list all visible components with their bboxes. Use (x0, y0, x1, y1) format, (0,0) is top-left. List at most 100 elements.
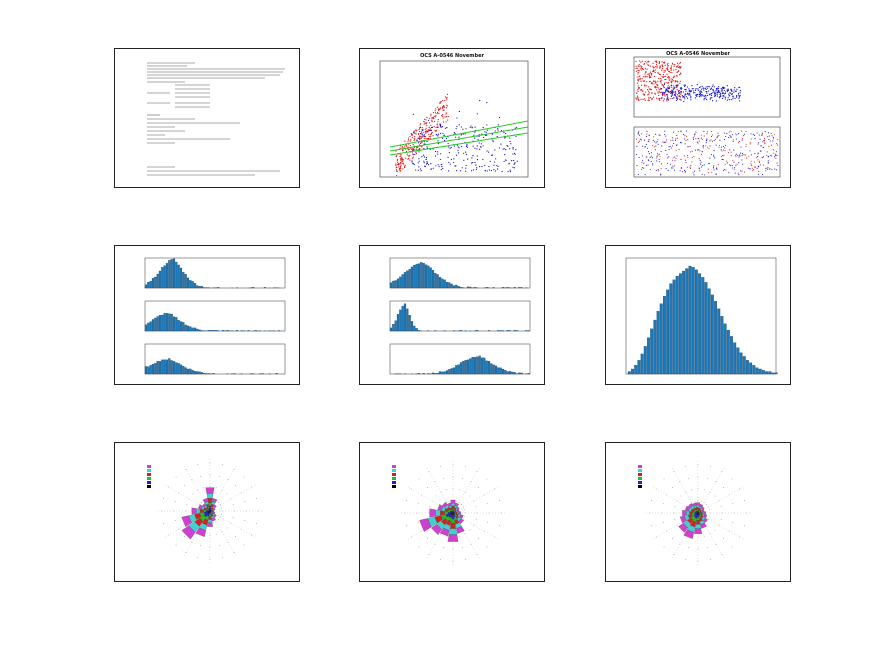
scatter-point (435, 133, 437, 136)
scatter-point (770, 144, 773, 146)
rose-grid-dot (674, 506, 676, 508)
hist-bar (774, 372, 778, 375)
rose-grid-dot (184, 485, 185, 486)
scatter-point (434, 129, 436, 132)
scatter-point (453, 145, 455, 147)
scatter-point (684, 94, 686, 96)
scatter-point (477, 139, 479, 141)
scatter-point (505, 149, 507, 151)
scatter-point (423, 143, 425, 145)
scatter-point (735, 95, 738, 97)
hist-bar (177, 363, 180, 375)
hist-bar (151, 364, 155, 375)
scatter-point (705, 145, 707, 147)
scatter-point (731, 90, 733, 92)
scatter-point (703, 97, 706, 100)
hist-bar (752, 365, 756, 375)
scatter-point (638, 78, 640, 80)
scatter-point (424, 136, 427, 138)
scatter-point (647, 151, 650, 153)
rose-grid-dot (732, 521, 734, 523)
scatter-point (409, 144, 412, 147)
scatter-point (411, 134, 413, 136)
scatter-point (706, 138, 708, 140)
rose-grid-dot (244, 501, 246, 503)
rose-grid-dot (221, 513, 222, 515)
scatter-point (666, 64, 669, 66)
hist-bar (761, 370, 765, 375)
rose-grid-dot (706, 504, 707, 505)
scatter-point (454, 165, 456, 167)
scatter-point (737, 92, 740, 94)
scatter-point (723, 170, 725, 172)
scatter-point (424, 118, 426, 120)
scatter-point (675, 68, 677, 71)
scatter-point (642, 145, 644, 147)
scatter-point (700, 134, 702, 136)
scatter-point (679, 96, 681, 98)
rose-grid-dot (243, 544, 245, 546)
scatter-point (651, 81, 653, 83)
rose-grid-dot (464, 515, 465, 517)
scatter-point (691, 85, 693, 87)
hist-bar (462, 287, 465, 289)
scatter-point (425, 132, 427, 134)
scatter-point (661, 84, 664, 86)
scatter-point (479, 100, 481, 102)
scatter-point (737, 94, 740, 96)
scatter-point (412, 149, 414, 151)
scatter-point (654, 80, 656, 82)
scatter-point (636, 145, 638, 147)
scatter-point (648, 64, 650, 67)
scatter-point (728, 172, 730, 174)
rose-wedge (458, 511, 461, 515)
scatter-point (395, 155, 397, 158)
hist-bar (647, 337, 650, 375)
rose-grid-dot (486, 546, 488, 548)
scatter-point (700, 137, 702, 139)
scatter-point (463, 152, 465, 154)
rose-legend-swatch (147, 485, 151, 488)
scatter-point (423, 162, 425, 164)
scatter-point (680, 99, 682, 101)
scatter-point (439, 108, 441, 110)
rose-wedge (419, 518, 432, 532)
rose-grid-dot (674, 518, 676, 520)
rose-grid-dot (691, 489, 693, 491)
scatter-point (431, 117, 433, 119)
scatter-point (705, 91, 707, 93)
scatter-point (661, 79, 663, 81)
scatter-point (687, 146, 689, 148)
scatter-point (657, 152, 659, 154)
scatter-point (425, 158, 427, 161)
scatter-point (714, 94, 717, 97)
scatter-point (503, 148, 505, 150)
scatter-point (696, 149, 698, 151)
scatter-point (709, 157, 711, 159)
scatter-point (637, 133, 639, 135)
scatter-point (651, 152, 653, 154)
hist-bar (235, 330, 239, 332)
scatter-point (703, 99, 705, 101)
scatter-point (654, 86, 656, 88)
scatter-point (731, 93, 733, 95)
scatter-point (761, 135, 763, 137)
scatter-point (709, 88, 712, 91)
hist-bar (170, 360, 173, 375)
hist-bar (198, 329, 201, 332)
scatter-point (658, 134, 660, 136)
scatter-point (690, 99, 692, 101)
scatter-point (764, 131, 766, 133)
hist-bar (730, 336, 733, 375)
scatter-point (713, 165, 715, 167)
rose-wedge (688, 503, 694, 509)
hist-bar (389, 282, 393, 289)
hist-bar (165, 359, 169, 375)
scatter-point (670, 66, 672, 69)
scatter-point (659, 134, 661, 136)
rose-grid-dot (465, 466, 466, 468)
scatter-point (408, 157, 410, 160)
hist-bar (396, 314, 400, 332)
hist-bar (182, 365, 185, 375)
scatter-point (396, 158, 399, 161)
